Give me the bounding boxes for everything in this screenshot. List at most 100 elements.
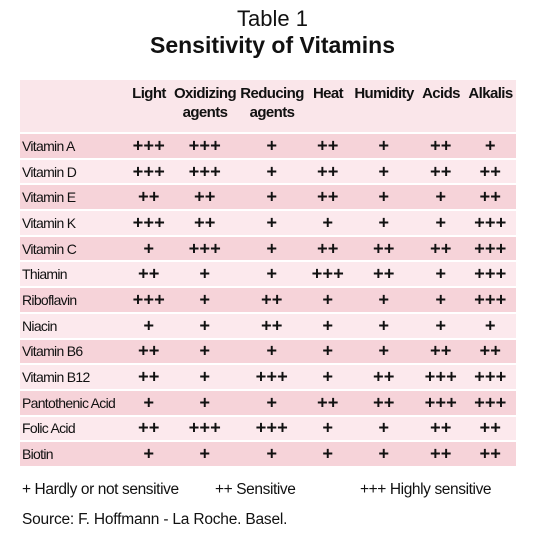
sensitivity-cell: +	[171, 339, 239, 364]
sensitivity-table: Light Oxidizing agents Reducing agents H…	[20, 78, 516, 468]
sensitivity-cell: +	[351, 313, 417, 338]
table-row: Pantothenic Acid + + + ++ ++ +++ +++	[20, 390, 516, 415]
sensitivity-cell: +	[239, 185, 305, 210]
sensitivity-cell: ++	[305, 159, 351, 184]
sensitivity-cell: +++	[465, 365, 516, 389]
sensitivity-cell: +	[127, 313, 171, 338]
sensitivity-cell: +	[305, 313, 351, 338]
sensitivity-cell: +	[127, 236, 171, 261]
sensitivity-cell: +++	[127, 159, 171, 184]
legend-sensitive: ++ Sensitive	[215, 481, 296, 498]
row-label: Vitamin B6	[20, 339, 127, 364]
sensitivity-cell: +	[239, 442, 305, 466]
table-row: Vitamin B12 ++ + +++ + ++ +++ +++	[20, 365, 516, 389]
sensitivity-cell: +	[351, 159, 417, 184]
sensitivity-cell: ++	[417, 159, 465, 184]
sensitivity-cell: +	[239, 134, 305, 158]
header-corner	[20, 80, 127, 132]
title-block: Table 1 Sensitivity of Vitamins	[0, 6, 545, 59]
sensitivity-cell: +	[417, 288, 465, 312]
sensitivity-cell: ++	[127, 416, 171, 441]
sensitivity-cell: +++	[171, 159, 239, 184]
sensitivity-cell: +++	[465, 211, 516, 235]
sensitivity-cell: +	[351, 288, 417, 312]
legend-highly: +++ Highly sensitive	[360, 481, 492, 498]
sensitivity-cell: ++	[171, 211, 239, 235]
sensitivity-cell: +++	[239, 365, 305, 389]
table-row: Folic Acid ++ +++ +++ + + ++ ++	[20, 416, 516, 441]
sensitivity-cell: +	[417, 313, 465, 338]
sensitivity-cell: +	[465, 134, 516, 158]
sensitivity-cell: +++	[171, 134, 239, 158]
sensitivity-cell: ++	[127, 339, 171, 364]
sensitivity-cell: ++	[465, 416, 516, 441]
table-row: Thiamin ++ + + +++ ++ + +++	[20, 262, 516, 287]
sensitivity-cell: +	[239, 236, 305, 261]
sensitivity-cell: +++	[465, 288, 516, 312]
column-header: Humidity	[351, 80, 417, 132]
sensitivity-cell: ++	[305, 236, 351, 261]
sensitivity-cell: +	[171, 262, 239, 287]
sensitivity-cell: ++	[351, 390, 417, 415]
sensitivity-cell: +++	[171, 236, 239, 261]
sensitivity-cell: +	[239, 339, 305, 364]
sensitivity-cell: ++	[127, 262, 171, 287]
sensitivity-cell: +++	[171, 416, 239, 441]
sensitivity-cell: +++	[417, 390, 465, 415]
table-row: Vitamin D +++ +++ + ++ + ++ ++	[20, 159, 516, 184]
sensitivity-cell: ++	[239, 313, 305, 338]
sensitivity-cell: ++	[305, 390, 351, 415]
table-row: Biotin + + + + + ++ ++	[20, 442, 516, 466]
sensitivity-cell: +	[417, 211, 465, 235]
sensitivity-cell: +	[305, 442, 351, 466]
sensitivity-cell: ++	[127, 185, 171, 210]
row-label: Vitamin C	[20, 236, 127, 261]
sensitivity-cell: ++	[239, 288, 305, 312]
table-row: Vitamin B6 ++ + + + + ++ ++	[20, 339, 516, 364]
sensitivity-cell: +	[171, 442, 239, 466]
sensitivity-cell: +	[417, 185, 465, 210]
sensitivity-cell: +++	[417, 365, 465, 389]
row-label: Niacin	[20, 313, 127, 338]
column-header: Reducing agents	[239, 80, 305, 132]
sensitivity-cell: +++	[465, 262, 516, 287]
sensitivity-cell: ++	[351, 262, 417, 287]
sensitivity-cell: +	[305, 211, 351, 235]
sensitivity-cell: +	[351, 442, 417, 466]
column-header: Heat	[305, 80, 351, 132]
sensitivity-cell: ++	[417, 236, 465, 261]
sensitivity-cell: ++	[127, 365, 171, 389]
sensitivity-cell: +	[127, 390, 171, 415]
column-header: Light	[127, 80, 171, 132]
sensitivity-cell: +	[465, 313, 516, 338]
table-body: Vitamin A +++ +++ + ++ + ++ + Vitamin D +++ +++ + ++…	[20, 134, 516, 466]
sensitivity-cell: +	[239, 262, 305, 287]
row-label: Vitamin K	[20, 211, 127, 235]
sensitivity-cell: +++	[465, 390, 516, 415]
table-title: Table 1	[237, 6, 308, 31]
sensitivity-cell: ++	[417, 134, 465, 158]
sensitivity-cell: +	[305, 365, 351, 389]
sensitivity-cell: +++	[305, 262, 351, 287]
sensitivity-cell: ++	[305, 185, 351, 210]
sensitivity-cell: +++	[127, 211, 171, 235]
sensitivity-cell: +	[171, 365, 239, 389]
table-row: Vitamin E ++ ++ + ++ + + ++	[20, 185, 516, 210]
sensitivity-cell: +	[417, 262, 465, 287]
row-label: Vitamin E	[20, 185, 127, 210]
sensitivity-cell: ++	[417, 339, 465, 364]
sensitivity-cell: ++	[171, 185, 239, 210]
table-subtitle: Sensitivity of Vitamins	[150, 32, 395, 58]
sensitivity-cell: +	[239, 390, 305, 415]
sensitivity-table-container: Light Oxidizing agents Reducing agents H…	[20, 78, 516, 468]
sensitivity-cell: +	[171, 390, 239, 415]
header-row: Light Oxidizing agents Reducing agents H…	[20, 80, 516, 132]
column-header: Oxidizing agents	[171, 80, 239, 132]
sensitivity-cell: ++	[305, 134, 351, 158]
table-row: Vitamin K +++ ++ + + + + +++	[20, 211, 516, 235]
source-note: Source: F. Hoffmann - La Roche. Basel.	[22, 511, 288, 528]
sensitivity-cell: +++	[127, 134, 171, 158]
sensitivity-cell: +	[171, 288, 239, 312]
sensitivity-cell: ++	[465, 159, 516, 184]
row-label: Folic Acid	[20, 416, 127, 441]
